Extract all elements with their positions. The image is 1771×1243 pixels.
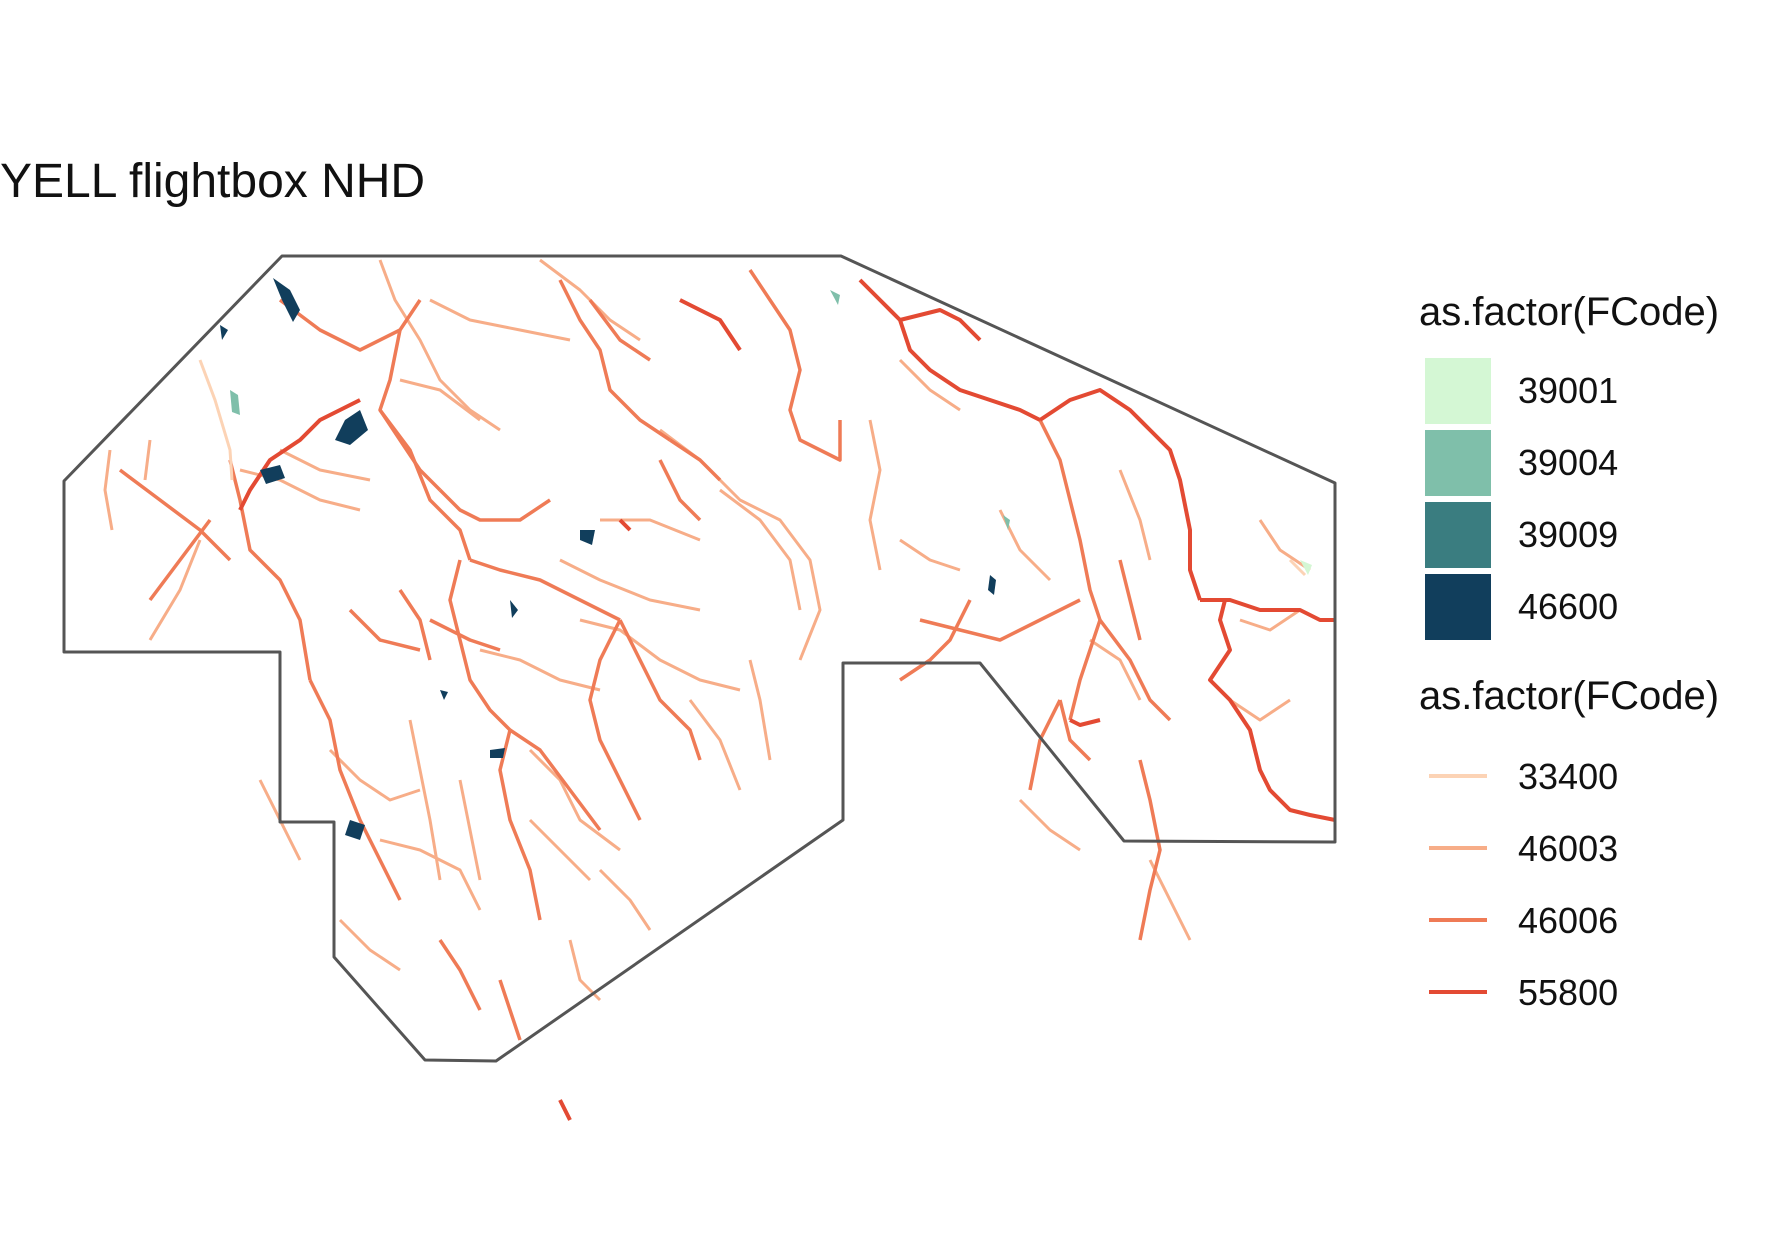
legend-label: 39001 — [1518, 370, 1619, 411]
waterbody-46600 — [510, 600, 518, 618]
legend-swatch — [1425, 502, 1491, 568]
legend-fill-title: as.factor(FCode) — [1419, 290, 1720, 334]
streams-46003 — [103, 258, 1311, 1002]
waterbody-46600 — [335, 410, 368, 445]
legend-label: 33400 — [1518, 756, 1619, 797]
legend-swatch — [1429, 846, 1487, 850]
legend-line-item: 46003 — [1419, 816, 1759, 882]
legend-line-item: 46006 — [1419, 888, 1759, 954]
legend-fill-item: 46600 — [1419, 574, 1759, 640]
legend-swatch — [1425, 430, 1491, 496]
legend-line-title: as.factor(FCode) — [1419, 674, 1720, 718]
waterbody-46600 — [273, 278, 300, 322]
waterbody-46600 — [440, 690, 448, 700]
legend-label: 46006 — [1518, 900, 1619, 941]
legend-fill-item: 39004 — [1419, 430, 1759, 496]
waterbody-39004 — [1003, 515, 1010, 530]
legend-line-item: 55800 — [1419, 960, 1759, 1026]
waterbody-46600 — [345, 820, 365, 840]
streams-46006 — [118, 269, 1172, 1041]
legend-label: 46600 — [1518, 586, 1619, 627]
legend-label: 39004 — [1518, 442, 1619, 483]
legend-label: 39009 — [1518, 514, 1619, 555]
legend-label: 46003 — [1518, 828, 1619, 869]
legend-label: 55800 — [1518, 972, 1619, 1013]
legend-swatch — [1429, 918, 1487, 922]
legend-fill-item: 39009 — [1419, 502, 1759, 568]
waterbody-46600 — [260, 465, 285, 484]
waterbody-46600 — [580, 530, 595, 545]
waterbodies — [220, 278, 1312, 840]
waterbody-46600 — [490, 748, 505, 758]
legend-swatch — [1429, 990, 1487, 994]
legend-swatch — [1425, 358, 1491, 424]
map-title: YELL flightbox NHD — [0, 155, 426, 208]
legend-fill-item: 39001 — [1419, 358, 1759, 424]
flightbox-boundary — [62, 254, 1337, 1063]
waterbody-39004 — [830, 290, 840, 305]
legend-line-item: 33400 — [1419, 744, 1759, 810]
waterbody-46600 — [988, 575, 996, 595]
waterbody-46600 — [220, 325, 228, 340]
waterbody-39001 — [1300, 560, 1312, 575]
legend-swatch — [1429, 774, 1487, 778]
legend: as.factor(FCode) 39001 39004 39009 46600… — [1419, 0, 1771, 1243]
legend-swatch — [1425, 574, 1491, 640]
streams-33400 — [198, 359, 1307, 577]
streams-55800 — [238, 278, 1336, 1121]
waterbody-39004 — [230, 390, 240, 415]
